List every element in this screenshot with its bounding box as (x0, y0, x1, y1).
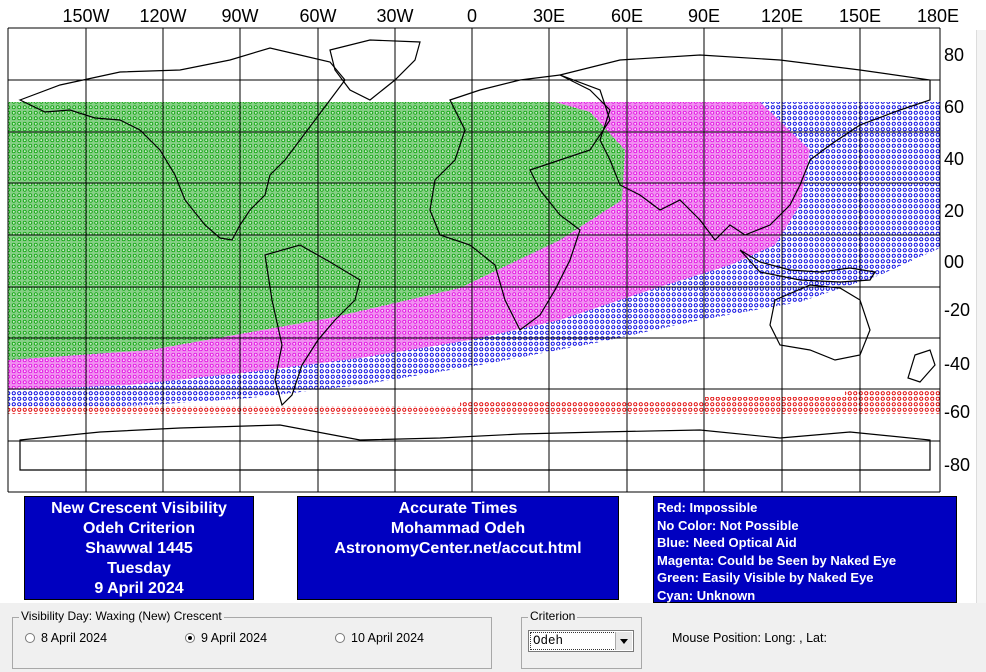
criterion-select[interactable]: Odeh (528, 630, 634, 652)
greenland-outline (329, 39, 421, 101)
europe-africa-outline (429, 74, 611, 331)
longitude-label: 90W (221, 6, 258, 26)
visibility-day-group: Visibility Day: Waxing (New) Crescent 8 … (12, 609, 492, 669)
longitude-label: 0 (467, 6, 477, 26)
info-month: Shawwal 1445 (85, 540, 193, 557)
radio-9-april[interactable]: 9 April 2024 (185, 631, 267, 645)
latitude-label: 40 (944, 149, 964, 169)
green-band (8, 102, 625, 360)
longitude-label: 60W (299, 6, 336, 26)
criterion-label: Criterion (528, 609, 578, 623)
legend-cyan: Cyan: Unknown (657, 587, 756, 603)
legend-no-color: No Color: Not Possible (657, 517, 799, 533)
criterion-group: Criterion Odeh (521, 609, 642, 669)
north-america-outline (18, 47, 346, 241)
website-url: AstronomyCenter.net/accut.html (334, 540, 582, 557)
visibility-map-panel[interactable]: 150W 120W 90W 60W 30W 0 30E 60E 90E 120E 150E 180E … (0, 0, 986, 603)
accurate-times-box: Accurate Times Mohammad Odeh AstronomyCe… (297, 496, 619, 600)
color-legend-box: Red: Impossible No Color: Not Possible B… (653, 496, 957, 603)
radio-10-april-label: 10 April 2024 (351, 631, 424, 645)
australia-outline (769, 284, 871, 361)
radio-8-april-label: 8 April 2024 (41, 631, 108, 645)
info-criterion: Odeh Criterion (82, 520, 195, 537)
latitude-label: 80 (944, 45, 964, 65)
radio-9-april-circle[interactable] (185, 633, 195, 643)
longitude-label: 150W (62, 6, 109, 26)
mouse-position-readout: Mouse Position: Long: , Lat: (672, 631, 827, 645)
info-weekday: Tuesday (107, 560, 171, 577)
crescent-info-box: New Crescent Visibility Odeh Criterion S… (24, 496, 254, 600)
longitude-label: 90E (688, 6, 720, 26)
longitude-label: 180E (917, 6, 959, 26)
legend-green: Green: Easily Visible by Naked Eye (657, 570, 874, 586)
latitude-label: -40 (944, 354, 970, 374)
latitude-label: 20 (944, 201, 964, 221)
latitude-label: -60 (944, 402, 970, 422)
visibility-bands (8, 102, 940, 414)
latitude-label: 60 (944, 97, 964, 117)
longitude-label: 120E (761, 6, 803, 26)
latitude-label: 00 (944, 252, 964, 272)
latitude-labels: 80 60 40 20 00 -20 -40 -60 -80 (944, 45, 970, 475)
criterion-value: Odeh (533, 634, 564, 648)
author-name: Mohammad Odeh (390, 520, 526, 537)
radio-10-april-circle[interactable] (335, 633, 345, 643)
legend-magenta: Magenta: Could be Seen by Naked Eye (657, 552, 897, 568)
radio-9-april-label: 9 April 2024 (201, 631, 268, 645)
chevron-down-icon (620, 639, 628, 644)
latitude-label: -80 (944, 455, 970, 475)
south-america-outline (264, 244, 361, 407)
longitude-labels: 150W 120W 90W 60W 30W 0 30E 60E 90E 120E 150E 180E (62, 6, 959, 26)
longitude-label: 120W (139, 6, 186, 26)
antarctica-outline (19, 424, 931, 471)
radio-10-april[interactable]: 10 April 2024 (335, 631, 424, 645)
radio-8-april[interactable]: 8 April 2024 (25, 631, 107, 645)
asia-outline (558, 54, 931, 241)
info-title: New Crescent Visibility (51, 500, 227, 517)
radio-8-april-circle[interactable] (25, 633, 35, 643)
longitude-label: 150E (839, 6, 881, 26)
criterion-dropdown-button[interactable] (615, 632, 632, 650)
visibility-map[interactable]: 150W 120W 90W 60W 30W 0 30E 60E 90E 120E 150E 180E … (0, 0, 986, 603)
longitude-label: 60E (611, 6, 643, 26)
map-scroll-edge (976, 30, 986, 603)
legend-blue: Blue: Need Optical Aid (657, 535, 797, 551)
red-band (8, 391, 940, 414)
visibility-day-label: Visibility Day: Waxing (New) Crescent (19, 609, 224, 623)
indonesia-outline (739, 249, 876, 283)
magenta-band (8, 102, 810, 390)
map-grid (7, 27, 941, 493)
latitude-label: -20 (944, 300, 970, 320)
new-zealand-outline (907, 349, 936, 383)
longitude-label: 30W (376, 6, 413, 26)
longitude-label: 30E (533, 6, 565, 26)
legend-red: Red: Impossible (657, 500, 758, 515)
info-date: 9 April 2024 (94, 580, 184, 597)
accurate-times-title: Accurate Times (398, 500, 518, 517)
